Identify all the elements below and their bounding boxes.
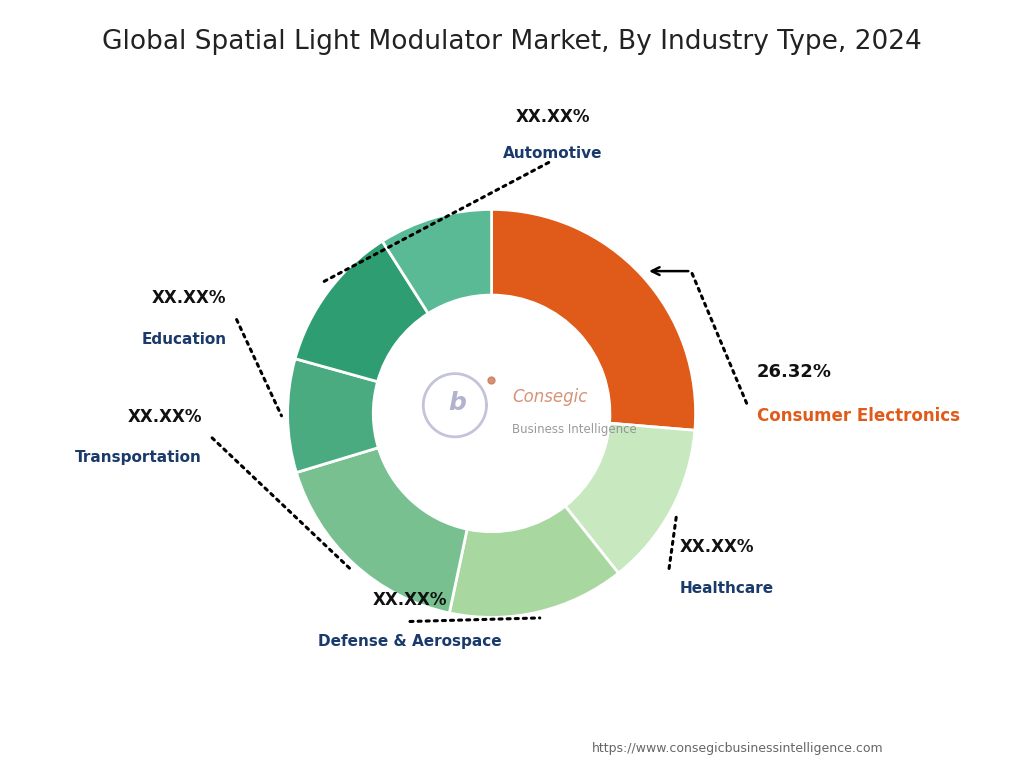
Wedge shape — [492, 210, 695, 430]
Text: XX.XX%: XX.XX% — [127, 408, 202, 425]
Text: Defense & Aerospace: Defense & Aerospace — [318, 634, 502, 649]
Text: Automotive: Automotive — [503, 146, 602, 161]
Text: XX.XX%: XX.XX% — [515, 108, 590, 126]
Wedge shape — [450, 506, 618, 617]
Text: XX.XX%: XX.XX% — [152, 290, 226, 307]
Text: Global Spatial Light Modulator Market, By Industry Type, 2024: Global Spatial Light Modulator Market, B… — [102, 29, 922, 55]
Wedge shape — [296, 448, 467, 613]
Wedge shape — [295, 241, 428, 382]
Text: 26.32%: 26.32% — [757, 362, 831, 381]
Text: Consumer Electronics: Consumer Electronics — [757, 407, 959, 425]
Text: XX.XX%: XX.XX% — [373, 591, 447, 609]
Text: Consegic: Consegic — [512, 388, 588, 406]
Text: Business Intelligence: Business Intelligence — [512, 423, 637, 436]
Text: Transportation: Transportation — [75, 450, 202, 465]
Text: Healthcare: Healthcare — [679, 581, 773, 596]
Wedge shape — [288, 359, 378, 472]
Text: Education: Education — [141, 332, 226, 347]
Wedge shape — [382, 210, 492, 313]
Text: XX.XX%: XX.XX% — [679, 538, 754, 556]
Text: b: b — [447, 391, 466, 415]
Wedge shape — [565, 423, 695, 573]
Text: https://www.consegicbusinessintelligence.com: https://www.consegicbusinessintelligence… — [592, 742, 883, 754]
